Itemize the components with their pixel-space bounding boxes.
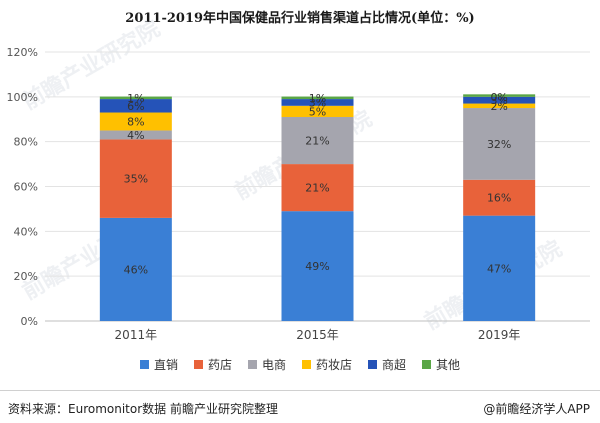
data-label: 1% xyxy=(309,92,326,105)
bar-segment xyxy=(281,117,354,165)
legend-swatch xyxy=(302,360,311,369)
bars: 46%35%4%8%6%1%49%21%21%5%3%1%47%16%32%2%… xyxy=(99,91,536,321)
bar-segment xyxy=(281,164,354,212)
data-label: 21% xyxy=(305,135,329,148)
legend-swatch xyxy=(422,360,432,369)
data-label: 3% xyxy=(490,94,507,107)
bar-segment xyxy=(281,105,354,118)
stacked-bar-chart: 前瞻产业研究院 前瞻产业研究院 前瞻产业研究院 前瞻产业研究院 0%20%40%… xyxy=(7,16,590,342)
bar-segment xyxy=(99,217,172,321)
legend-label: 其他 xyxy=(436,358,461,372)
y-tick-label: 120% xyxy=(7,46,38,59)
data-label: 0% xyxy=(490,91,507,104)
legend-swatch xyxy=(193,360,203,369)
legend-item: 药店 xyxy=(193,356,232,373)
data-label: 4% xyxy=(127,129,144,142)
bar-segment xyxy=(281,96,354,100)
x-tick-label: 2011年 xyxy=(115,328,158,342)
legend-item: 其他 xyxy=(422,356,460,373)
bar-segment xyxy=(99,130,172,140)
bar-segment xyxy=(463,96,536,104)
bar-segment xyxy=(463,108,536,180)
bar-segment xyxy=(281,211,354,321)
data-label: 16% xyxy=(487,192,511,205)
data-label: 5% xyxy=(309,105,326,118)
data-label: 3% xyxy=(309,96,326,109)
y-tick-label: 0% xyxy=(21,315,38,328)
legend-label: 商超 xyxy=(382,358,407,372)
y-axis-ticks: 0% 20% 40% 60% 80% 100% 120% xyxy=(7,46,38,328)
legend: 直销 药店 电商 药妆店 商超 其他 xyxy=(0,356,600,373)
chart-title: 2011-2019年中国保健品行业销售渠道占比情况(单位：%) xyxy=(125,11,475,26)
legend-label: 药店 xyxy=(207,358,232,372)
data-label: 46% xyxy=(124,263,148,276)
legend-label: 药妆店 xyxy=(316,358,353,372)
legend-label: 电商 xyxy=(261,358,286,372)
x-tick-label: 2015年 xyxy=(296,328,339,342)
data-label: 32% xyxy=(487,138,511,151)
y-tick-label: 100% xyxy=(7,91,38,104)
y-tick-label: 40% xyxy=(14,225,38,238)
bar-segment xyxy=(99,139,172,218)
bar-segment xyxy=(463,179,536,216)
legend-label: 直销 xyxy=(153,358,178,372)
bar-segment xyxy=(99,99,172,113)
legend-item: 电商 xyxy=(247,356,286,373)
y-tick-label: 60% xyxy=(14,181,38,194)
data-label: 21% xyxy=(305,182,329,195)
bar-segment xyxy=(99,112,172,131)
bar-segment xyxy=(463,103,536,109)
bar-segment xyxy=(99,96,172,100)
data-label: 8% xyxy=(127,115,144,128)
legend-swatch xyxy=(247,360,257,369)
legend-swatch xyxy=(139,360,149,369)
data-label: 47% xyxy=(487,262,511,275)
x-axis-ticks: 2011年 2015年 2019年 xyxy=(115,328,521,342)
legend-item: 商超 xyxy=(368,356,406,373)
legend-item: 直销 xyxy=(139,356,178,373)
data-label: 6% xyxy=(127,100,144,113)
source-note: 资料来源：Euromonitor数据 前瞻产业研究院整理 xyxy=(8,402,278,416)
legend-swatch xyxy=(368,360,378,369)
footer: 资料来源：Euromonitor数据 前瞻产业研究院整理 @前瞻经济学人APP xyxy=(0,390,600,423)
bar-segment xyxy=(281,99,354,106)
data-label: 35% xyxy=(124,173,148,186)
bar-segment xyxy=(463,94,536,97)
bar-segment xyxy=(463,215,536,321)
brand-credit: @前瞻经济学人APP xyxy=(483,402,590,416)
legend-item: 药妆店 xyxy=(302,356,352,373)
y-tick-label: 80% xyxy=(14,136,38,149)
x-tick-label: 2019年 xyxy=(478,328,521,342)
data-label: 49% xyxy=(305,260,329,273)
data-label: 1% xyxy=(127,92,144,105)
y-tick-label: 20% xyxy=(14,270,38,283)
